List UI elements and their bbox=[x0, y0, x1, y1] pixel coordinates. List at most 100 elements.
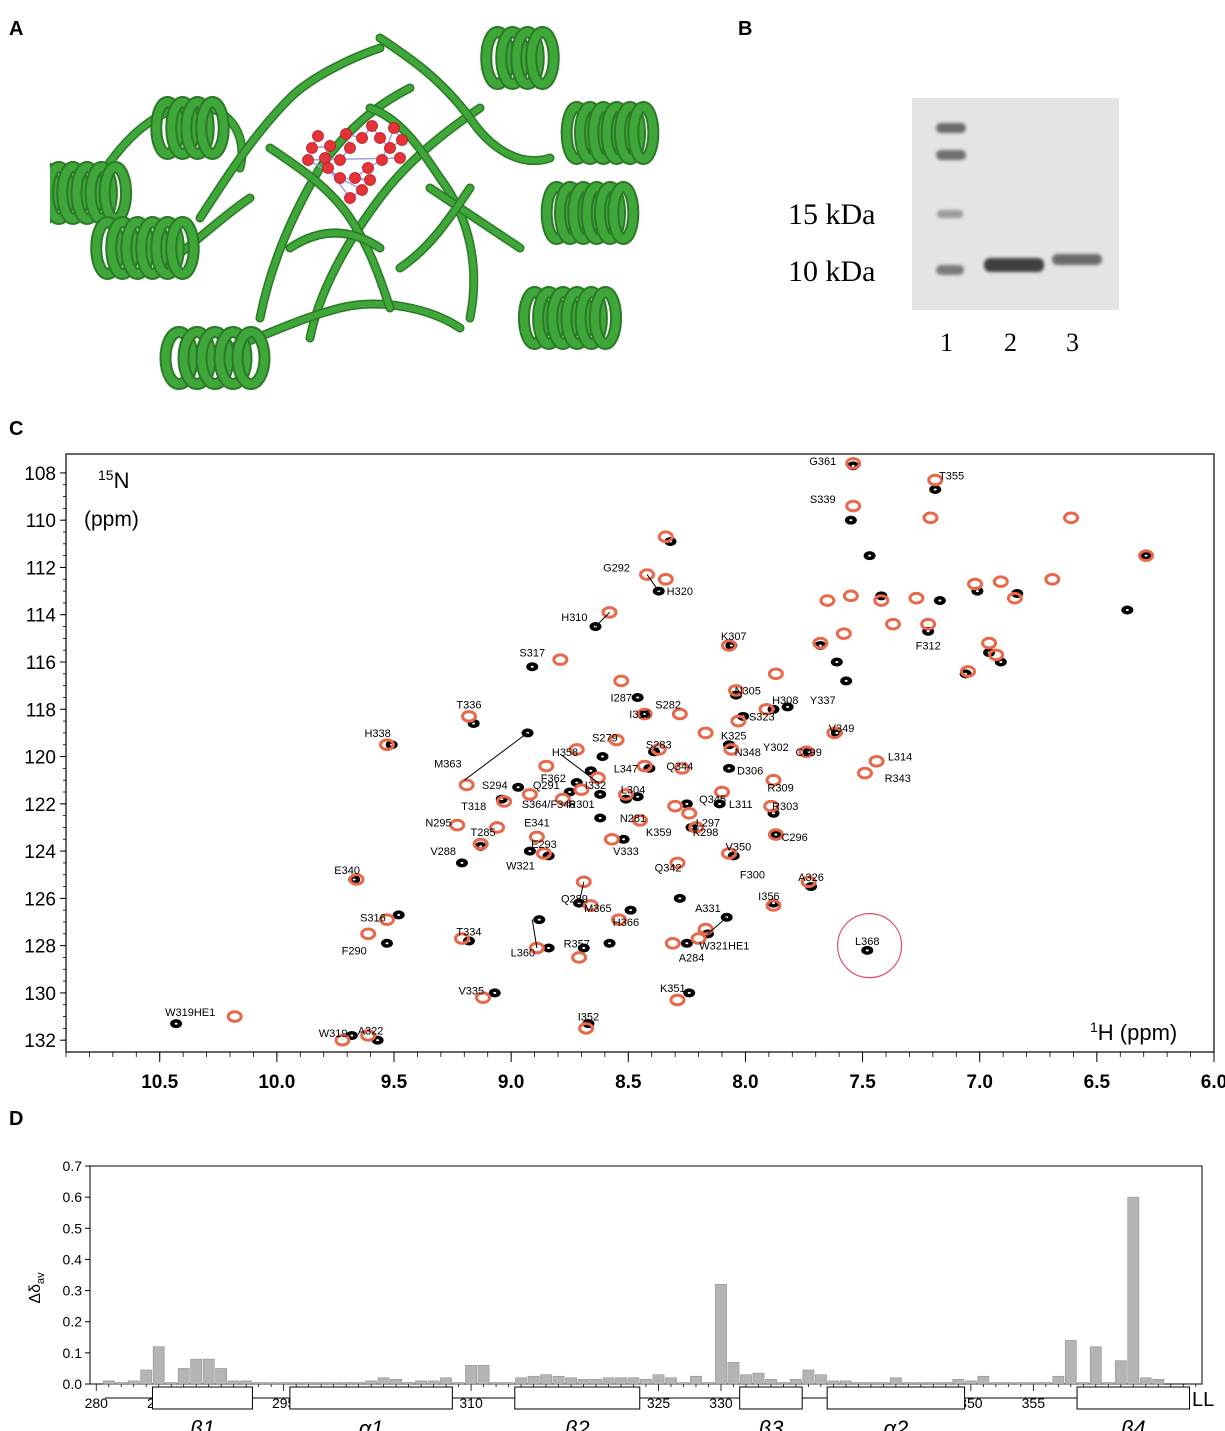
bound-peak bbox=[582, 899, 599, 912]
shift-link bbox=[707, 916, 728, 935]
shift-bar bbox=[427, 1380, 440, 1385]
gel-marker-label: 10 kDa bbox=[788, 255, 876, 288]
bound-peak bbox=[669, 993, 686, 1007]
reference-peak-center bbox=[772, 812, 776, 815]
shift-bar bbox=[402, 1382, 415, 1385]
peak-label: I287 bbox=[611, 692, 632, 704]
bound-peak bbox=[636, 707, 653, 721]
ribbon-strand-highlight bbox=[197, 45, 383, 221]
reference-peak-center bbox=[926, 630, 930, 633]
reference-peak-center bbox=[589, 769, 593, 772]
shift-bar bbox=[590, 1379, 602, 1385]
peak-label: V333 bbox=[613, 846, 639, 858]
shift-bar bbox=[752, 1372, 765, 1385]
ligand-atom bbox=[356, 132, 368, 144]
shift-bar bbox=[452, 1382, 465, 1385]
bound-peak bbox=[721, 639, 738, 652]
gel-marker-band bbox=[936, 150, 966, 160]
y-tick-label: 112 bbox=[26, 558, 56, 579]
bound-peak bbox=[967, 577, 984, 591]
gel-sample-band bbox=[984, 258, 1044, 272]
shift-bar bbox=[952, 1379, 965, 1385]
helix-turn-highlight bbox=[562, 288, 592, 348]
reference-peak-center bbox=[643, 713, 647, 715]
bound-peak bbox=[819, 594, 836, 607]
shift-bar bbox=[215, 1368, 228, 1385]
gel-lane-label: 2 bbox=[1004, 328, 1017, 357]
highlight-circle bbox=[836, 913, 903, 979]
peak-label: A284 bbox=[679, 952, 705, 964]
reference-peak-center bbox=[865, 949, 869, 952]
y-axis-label: 15N bbox=[98, 467, 129, 493]
helix-turn-highlight bbox=[556, 183, 584, 243]
helix-turn-highlight bbox=[179, 328, 215, 388]
bound-peak bbox=[981, 636, 998, 650]
bound-peak bbox=[681, 806, 698, 820]
peak-label: C299 bbox=[796, 747, 822, 759]
topology-element bbox=[514, 1386, 641, 1410]
shift-bar bbox=[502, 1382, 515, 1385]
bound-peak bbox=[765, 773, 782, 787]
peak-label: Q342 bbox=[655, 863, 682, 875]
ligand-atom bbox=[324, 140, 336, 152]
gel-marker-band bbox=[937, 210, 963, 218]
shift-bar bbox=[877, 1382, 890, 1385]
peak-label: F312 bbox=[916, 640, 941, 652]
ligand-atom bbox=[344, 142, 356, 154]
bound-peak bbox=[920, 617, 937, 631]
shift-bar bbox=[365, 1380, 377, 1385]
bound-peak bbox=[460, 710, 477, 723]
peak-label: H338 bbox=[364, 728, 390, 740]
peak-label: M365 bbox=[584, 903, 612, 915]
shift-bar bbox=[715, 1284, 727, 1385]
hsqc-spectrum-chart: 108110112114116118120122124126128130132 … bbox=[24, 453, 1225, 1093]
shift-bar bbox=[702, 1382, 715, 1385]
shift-bar bbox=[1027, 1382, 1040, 1385]
reference-peak-center bbox=[516, 786, 520, 789]
bar-y-axis-label: Δδav bbox=[27, 1272, 47, 1304]
bound-peak bbox=[528, 830, 545, 844]
ribbon-strand-highlight bbox=[267, 145, 393, 311]
reference-peak-center bbox=[835, 661, 839, 663]
helix-turn-highlight bbox=[609, 183, 638, 243]
peak-label: F290 bbox=[342, 945, 367, 957]
bound-peak bbox=[571, 951, 588, 964]
shift-bar bbox=[340, 1382, 353, 1385]
shift-bar bbox=[1039, 1382, 1052, 1385]
bound-peak bbox=[378, 913, 395, 926]
x-axis-label: 1H (ppm) bbox=[1090, 1019, 1177, 1045]
shift-bar bbox=[290, 1382, 303, 1385]
peak-label: T318 bbox=[461, 801, 486, 813]
reference-peak-center bbox=[818, 644, 822, 647]
peak-label: Q345 bbox=[699, 794, 726, 806]
bound-peak bbox=[535, 847, 552, 860]
peak-label: I356 bbox=[758, 891, 779, 903]
ligand-molecule bbox=[302, 120, 408, 204]
shift-bar bbox=[127, 1380, 140, 1385]
bound-peak bbox=[378, 738, 395, 752]
topology-label: α1 bbox=[359, 1416, 384, 1431]
ligand-atom bbox=[384, 142, 396, 154]
peak-label: K325 bbox=[721, 730, 747, 742]
y-tick-label: 128 bbox=[24, 937, 56, 958]
reference-peak-center bbox=[933, 488, 937, 491]
bar-x-tick-label: 280 bbox=[85, 1395, 109, 1411]
helix-turn-highlight bbox=[92, 218, 123, 278]
shift-bar bbox=[677, 1382, 690, 1385]
shift-link bbox=[560, 753, 599, 783]
ligand-atom bbox=[374, 132, 386, 144]
shift-bar bbox=[565, 1377, 577, 1385]
bound-peak bbox=[714, 785, 730, 799]
bound-peak bbox=[458, 778, 475, 792]
bar-y-tick-label: 0.1 bbox=[63, 1345, 83, 1361]
reference-peak-center bbox=[385, 942, 389, 945]
peak-label: I352 bbox=[578, 1012, 599, 1024]
bound-peak bbox=[927, 473, 944, 487]
shift-bar bbox=[1064, 1340, 1077, 1385]
peak-label: M363 bbox=[434, 759, 462, 771]
ribbon-strand-highlight bbox=[287, 230, 383, 251]
shift-bar bbox=[890, 1377, 902, 1385]
helix-turn-highlight bbox=[233, 328, 269, 388]
peak-label: V288 bbox=[430, 846, 456, 858]
reference-peak-center bbox=[1125, 609, 1129, 611]
